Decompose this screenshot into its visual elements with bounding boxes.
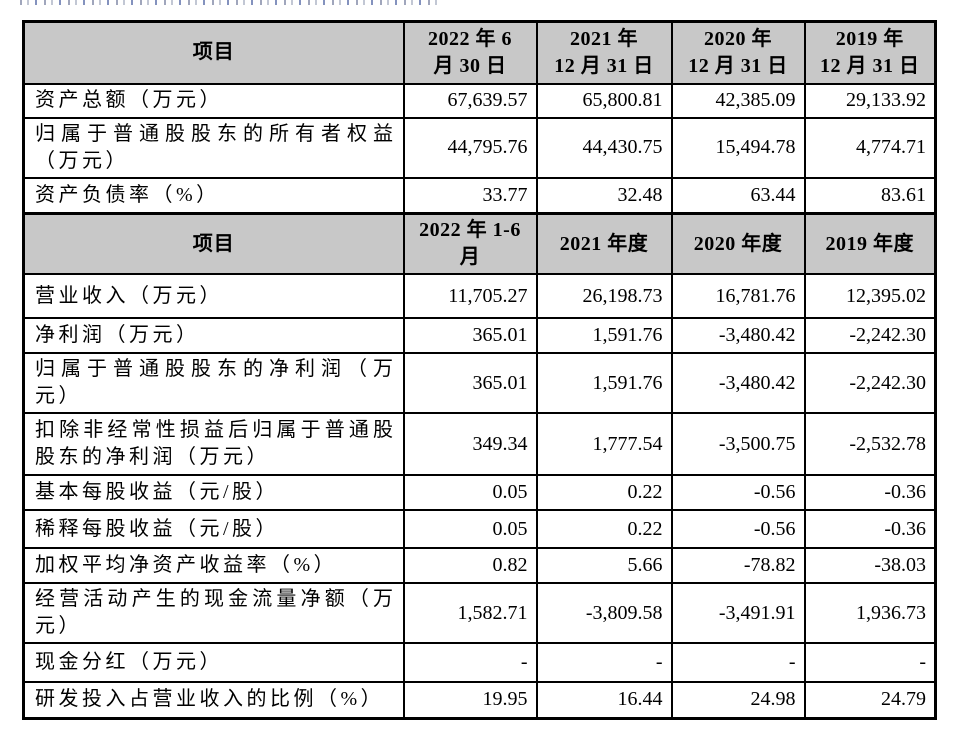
table-row-equity: 归属于普通股股东的所有者权益（万元） 44,795.76 44,430.75 1… xyxy=(22,116,937,179)
row-label: 现金分红（万元） xyxy=(22,642,405,683)
value-cell: 0.22 xyxy=(535,474,673,511)
column-header-fy2019: 2019 年度 xyxy=(803,212,937,275)
table-row-operating-cash-flow: 经营活动产生的现金流量净额（万元） 1,582.71 -3,809.58 -3,… xyxy=(22,582,937,644)
column-header-2019-12-31: 2019 年 12 月 31 日 xyxy=(803,20,937,85)
value-cell: 16.44 xyxy=(535,681,673,719)
row-label: 基本每股收益（元/股） xyxy=(22,474,405,511)
value-cell: 365.01 xyxy=(402,317,538,354)
value-cell: 12,395.02 xyxy=(803,273,937,319)
value-cell: 1,936.73 xyxy=(803,582,937,644)
table-row-cash-dividend: 现金分红（万元） - - - - xyxy=(22,642,937,683)
table-row-revenue: 营业收入（万元） 11,705.27 26,198.73 16,781.76 1… xyxy=(22,273,937,319)
value-cell: 0.82 xyxy=(402,547,538,584)
column-header-fy2020: 2020 年度 xyxy=(670,212,806,275)
value-cell: 24.98 xyxy=(670,681,806,719)
value-cell: - xyxy=(402,642,538,683)
value-cell: 19.95 xyxy=(402,681,538,719)
table-row-weighted-avg-roe: 加权平均净资产收益率（%） 0.82 5.66 -78.82 -38.03 xyxy=(22,547,937,584)
value-cell: 42,385.09 xyxy=(670,82,806,119)
column-header-fy2021: 2021 年度 xyxy=(535,212,673,275)
value-cell: 63.44 xyxy=(670,176,806,215)
row-label: 营业收入（万元） xyxy=(22,273,405,319)
value-cell: -3,480.42 xyxy=(670,352,806,414)
value-cell: 29,133.92 xyxy=(803,82,937,119)
value-cell: 67,639.57 xyxy=(402,82,538,119)
value-cell: 349.34 xyxy=(402,412,538,476)
value-cell: 1,777.54 xyxy=(535,412,673,476)
row-label: 净利润（万元） xyxy=(22,317,405,354)
table-row-net-profit-excl-nonrecurring: 扣除非经常性损益后归属于普通股股东的净利润（万元） 349.34 1,777.5… xyxy=(22,412,937,476)
table-row-basic-eps: 基本每股收益（元/股） 0.05 0.22 -0.56 -0.36 xyxy=(22,474,937,511)
row-label: 加权平均净资产收益率（%） xyxy=(22,547,405,584)
value-cell: 83.61 xyxy=(803,176,937,215)
row-label: 资产总额（万元） xyxy=(22,82,405,119)
value-cell: 44,430.75 xyxy=(535,116,673,179)
column-header-2021-12-31: 2021 年 12 月 31 日 xyxy=(535,20,673,85)
table-row-diluted-eps: 稀释每股收益（元/股） 0.05 0.22 -0.56 -0.36 xyxy=(22,509,937,549)
value-cell: 16,781.76 xyxy=(670,273,806,319)
value-cell: 1,591.76 xyxy=(535,352,673,414)
value-cell: -3,491.91 xyxy=(670,582,806,644)
row-label: 研发投入占营业收入的比例（%） xyxy=(22,681,405,719)
financial-summary-table: 项目 2022 年 6 月 30 日 2021 年 12 月 31 日 2020… xyxy=(22,20,937,720)
row-label: 归属于普通股股东的净利润（万元） xyxy=(22,352,405,414)
row-label: 归属于普通股股东的所有者权益（万元） xyxy=(22,116,405,179)
column-header-2020-12-31: 2020 年 12 月 31 日 xyxy=(670,20,806,85)
value-cell: -0.36 xyxy=(803,509,937,549)
row-label: 经营活动产生的现金流量净额（万元） xyxy=(22,582,405,644)
section2-header-row: 项目 2022 年 1-6 月 2021 年度 2020 年度 2019 年度 xyxy=(22,212,937,275)
value-cell: -3,809.58 xyxy=(535,582,673,644)
clipped-text-fragment xyxy=(20,0,440,5)
value-cell: -2,532.78 xyxy=(803,412,937,476)
value-cell: -0.56 xyxy=(670,509,806,549)
value-cell: 32.48 xyxy=(535,176,673,215)
value-cell: 365.01 xyxy=(402,352,538,414)
value-cell: - xyxy=(535,642,673,683)
value-cell: -38.03 xyxy=(803,547,937,584)
section1-header-row: 项目 2022 年 6 月 30 日 2021 年 12 月 31 日 2020… xyxy=(22,20,937,85)
value-cell: -3,480.42 xyxy=(670,317,806,354)
value-cell: 65,800.81 xyxy=(535,82,673,119)
row-label: 资产负债率（%） xyxy=(22,176,405,215)
value-cell: - xyxy=(803,642,937,683)
table-row-net-profit-to-shareholders: 归属于普通股股东的净利润（万元） 365.01 1,591.76 -3,480.… xyxy=(22,352,937,414)
value-cell: 0.05 xyxy=(402,509,538,549)
table-row-total-assets: 资产总额（万元） 67,639.57 65,800.81 42,385.09 2… xyxy=(22,82,937,119)
value-cell: 24.79 xyxy=(803,681,937,719)
value-cell: 0.22 xyxy=(535,509,673,549)
value-cell: 26,198.73 xyxy=(535,273,673,319)
value-cell: 1,591.76 xyxy=(535,317,673,354)
item-column-header: 项目 xyxy=(22,212,405,275)
table-row-net-profit: 净利润（万元） 365.01 1,591.76 -3,480.42 -2,242… xyxy=(22,317,937,354)
row-label: 扣除非经常性损益后归属于普通股股东的净利润（万元） xyxy=(22,412,405,476)
column-header-2022-06-30: 2022 年 6 月 30 日 xyxy=(402,20,538,85)
value-cell: -0.36 xyxy=(803,474,937,511)
value-cell: -2,242.30 xyxy=(803,317,937,354)
value-cell: 5.66 xyxy=(535,547,673,584)
row-label: 稀释每股收益（元/股） xyxy=(22,509,405,549)
value-cell: -3,500.75 xyxy=(670,412,806,476)
value-cell: -78.82 xyxy=(670,547,806,584)
table-row-rd-ratio: 研发投入占营业收入的比例（%） 19.95 16.44 24.98 24.79 xyxy=(22,681,937,719)
item-column-header: 项目 xyxy=(22,20,405,85)
value-cell: 15,494.78 xyxy=(670,116,806,179)
value-cell: 33.77 xyxy=(402,176,538,215)
column-header-2022-h1: 2022 年 1-6 月 xyxy=(402,212,538,275)
value-cell: -0.56 xyxy=(670,474,806,511)
value-cell: 0.05 xyxy=(402,474,538,511)
value-cell: 4,774.71 xyxy=(803,116,937,179)
value-cell: 44,795.76 xyxy=(402,116,538,179)
value-cell: 11,705.27 xyxy=(402,273,538,319)
value-cell: -2,242.30 xyxy=(803,352,937,414)
value-cell: - xyxy=(670,642,806,683)
table-row-debt-ratio: 资产负债率（%） 33.77 32.48 63.44 83.61 xyxy=(22,176,937,215)
value-cell: 1,582.71 xyxy=(402,582,538,644)
